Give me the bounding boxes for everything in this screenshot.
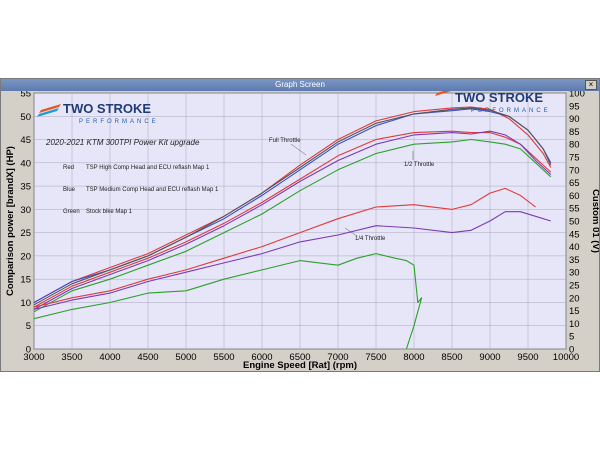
logo-tagline-secondary: PERFORMANCE [471, 108, 551, 114]
y2-tick-label: 55 [569, 204, 580, 215]
y2-tick-label: 70 [569, 165, 580, 176]
logo-tagline: PERFORMANCE [79, 119, 159, 125]
annotation-full-throttle: Full Throttle [269, 138, 301, 144]
annotation-quarter-throttle-pointer [344, 227, 358, 237]
y-axis-ticks: 0 5 10 15 20 25 30 35 40 45 50 55 [20, 89, 31, 356]
graph-canvas: 3000 3500 4000 4500 5000 5500 6000 6500 7000 7500… [5, 88, 599, 371]
y2-axis-label: Custom 01 (V) [590, 189, 599, 253]
legend-color-blue: Blue [63, 187, 76, 193]
close-button[interactable]: × [585, 80, 597, 90]
y2-tick-label: 0 [569, 345, 574, 356]
x-tick-label: 7000 [327, 352, 348, 363]
x-axis-ticks: 3000 3500 4000 4500 5000 5500 6000 6500 7000 7500… [23, 352, 579, 363]
series-line-6 [33, 138, 552, 313]
two-stroke-logo: TWO STROKE PERFORMANCE [37, 101, 159, 125]
y2-tick-label: 40 [569, 242, 580, 253]
y-tick-label: 55 [20, 89, 31, 100]
y-tick-label: 30 [20, 205, 31, 216]
annotation-half-throttle: 1/2 Throttle [404, 162, 435, 168]
y2-tick-label: 100 [569, 89, 585, 100]
x-tick-label: 9500 [517, 352, 538, 363]
x-tick-label: 4000 [99, 352, 120, 363]
logo-name-secondary: TWO STROKE [455, 90, 543, 105]
x-tick-label: 6000 [251, 352, 272, 363]
y2-tick-label: 15 [569, 306, 580, 317]
legend-entry-green: Green Stock bike Map 1 [63, 209, 133, 215]
x-tick-label: 10000 [553, 352, 579, 363]
window-titlebar: Graph Screen × [1, 79, 599, 91]
grid-lines [33, 92, 567, 350]
y-tick-label: 45 [20, 135, 31, 146]
series-line-7 [33, 187, 536, 308]
legend-text-green: Stock bike Map 1 [86, 209, 133, 215]
y-tick-label: 25 [20, 228, 31, 239]
x-tick-label: 4500 [137, 352, 158, 363]
y2-tick-label: 30 [569, 268, 580, 279]
x-tick-label: 6500 [289, 352, 310, 363]
legend-title: 2020-2021 KTM 300TPI Power Kit upgrade [45, 138, 200, 147]
y-tick-label: 10 [20, 298, 31, 309]
series-line-1 [33, 106, 552, 303]
y2-tick-label: 5 [569, 332, 574, 343]
series-line-8 [33, 211, 551, 310]
x-tick-label: 3000 [23, 352, 44, 363]
x-tick-label: 8500 [441, 352, 462, 363]
y2-tick-label: 80 [569, 140, 580, 151]
x-axis-label: Engine Speed [Rat] (rpm) [243, 360, 357, 371]
y2-tick-label: 65 [569, 178, 580, 189]
x-tick-label: 8000 [403, 352, 424, 363]
x-tick-label: 9000 [479, 352, 500, 363]
y-tick-label: 0 [26, 345, 31, 356]
x-tick-label: 7500 [365, 352, 386, 363]
y2-tick-label: 75 [569, 153, 580, 164]
y-axis-label: Comparison power [brandX] (HP) [5, 146, 16, 296]
legend-text-red: TSP High Comp Head and ECU reflash Map 1 [86, 165, 210, 171]
y2-tick-label: 10 [569, 319, 580, 330]
series-line-9 [33, 253, 423, 350]
series-line-3 [33, 107, 552, 306]
y2-tick-label: 85 [569, 127, 580, 138]
y-tick-label: 20 [20, 251, 31, 262]
y-tick-label: 40 [20, 158, 31, 169]
y-tick-label: 5 [26, 321, 31, 332]
legend-color-red: Red [63, 165, 74, 171]
y2-tick-label: 60 [569, 191, 580, 202]
y-tick-label: 35 [20, 182, 31, 193]
annotation-quarter-throttle: 1/4 Throttle [355, 236, 386, 242]
y2-tick-label: 95 [569, 101, 580, 112]
series-line-4 [33, 130, 552, 308]
x-tick-label: 5500 [213, 352, 234, 363]
legend-entry-red: Red TSP High Comp Head and ECU reflash M… [63, 165, 210, 171]
y2-tick-label: 50 [569, 217, 580, 228]
logo-name: TWO STROKE [63, 101, 151, 116]
series-group [33, 106, 552, 350]
y-tick-label: 15 [20, 275, 31, 286]
legend-text-blue: TSP Medium Comp Head and ECU reflash Map… [86, 187, 219, 193]
x-tick-label: 3500 [61, 352, 82, 363]
graph-window: 3000 3500 4000 4500 5000 5500 6000 6500 7000 7500… [0, 78, 600, 372]
legend-color-green: Green [63, 209, 80, 215]
series-line-5 [33, 130, 552, 310]
y2-tick-label: 25 [569, 281, 580, 292]
x-tick-label: 5000 [175, 352, 196, 363]
legend-entry-blue: Blue TSP Medium Comp Head and ECU reflas… [63, 187, 219, 193]
annotation-full-throttle-pointer [290, 143, 307, 156]
y2-tick-label: 90 [569, 114, 580, 125]
y2-tick-label: 35 [569, 255, 580, 266]
y2-tick-label: 20 [569, 293, 580, 304]
y-tick-label: 50 [20, 112, 31, 123]
window-title: Graph Screen [275, 80, 325, 89]
y2-tick-label: 45 [569, 229, 580, 240]
